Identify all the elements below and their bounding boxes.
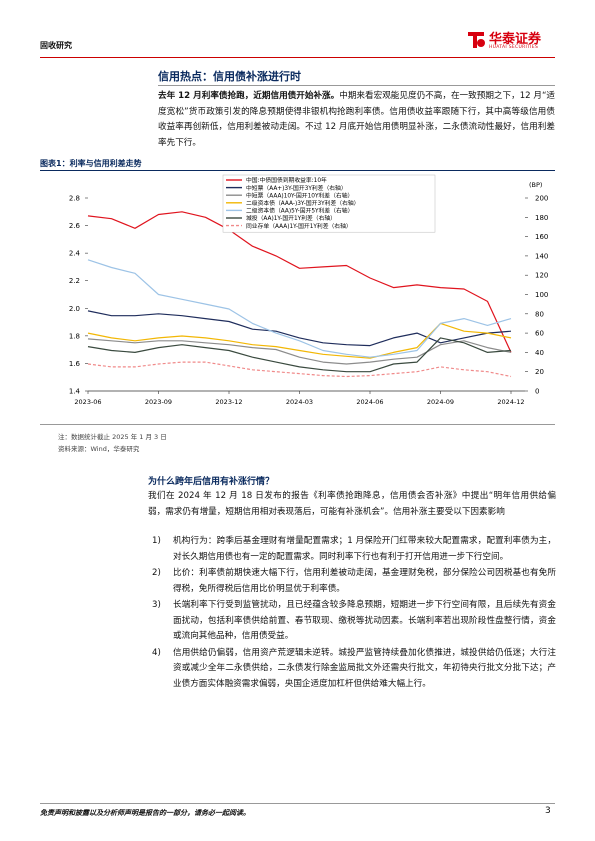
series-line	[87, 310, 512, 347]
page-number: 3	[545, 806, 551, 816]
y-tick-label: 2.8	[69, 195, 80, 203]
header-section: 固收研究	[40, 41, 72, 50]
item-text: 长端利率下行受到监管扰动，且已经蕴含较多降息预期，短期进一步下行空间有限，且后续…	[173, 600, 556, 641]
x-tick-label: 2023-12	[215, 398, 242, 406]
x-tick-label: 2023-09	[145, 398, 172, 406]
y-tick-label: 2.0	[69, 305, 80, 313]
list: 1) 机构行为：跨季后基金理财有增量配置需求；1 月保险开门红带来较大配置需求，配…	[148, 534, 556, 693]
legend-label: 二级资本债（AAA-)3Y-国开3Y利差（右轴）	[246, 199, 359, 207]
logo-en: HUATAI SECURITIES	[489, 45, 539, 50]
y-tick-label: 2.4	[69, 250, 81, 258]
y2-tick-label: 120	[535, 272, 548, 280]
list-item: 1) 机构行为：跨季后基金理财有增量配置需求；1 月保险开门红带来较大配置需求，配…	[148, 534, 556, 565]
y2-tick-label: 80	[535, 310, 544, 318]
disclaimer: 免责声明和披露以及分析师声明是报告的一部分，请务必一起阅读。	[40, 809, 250, 817]
list-item: 3) 长端利率下行受到监管扰动，且已经蕴含较多降息预期，短期进一步下行空间有限，且…	[148, 598, 556, 645]
item-number: 3)	[152, 600, 161, 610]
y2-tick-label: 140	[535, 252, 548, 260]
y2-tick-label: 40	[535, 349, 544, 357]
logo-icon	[468, 32, 485, 48]
figure-title: 图表1：利率与信用利差走势	[40, 159, 142, 168]
item-number: 1)	[152, 536, 161, 546]
y2-tick-label: 0	[535, 388, 539, 396]
x-tick-label: 2024-12	[497, 398, 524, 406]
y2-tick-label: 20	[535, 368, 544, 376]
list-item: 4) 信用供给仍偏弱，信用资产荒逻辑未逆转。城投严监管持续叠加化债推进，城投供给仍…	[148, 646, 556, 693]
legend-label: 同业存单（AAA)1Y-国开1Y利差（右轴）	[246, 222, 352, 230]
series-line	[87, 259, 512, 358]
item-text: 信用供给仍偏弱，信用资产荒逻辑未逆转。城投严监管持续叠加化债推进，城投供给仍低迷…	[173, 647, 556, 689]
legend-box	[222, 174, 436, 233]
item-text: 比价：利率债前期快速大幅下行，信用利差被动走阔，基金理财免税，部分保险公司因税基…	[173, 568, 556, 594]
item-number: 2)	[152, 568, 161, 578]
y2-axis-label: (BP)	[529, 181, 542, 189]
series-line	[87, 338, 512, 365]
y-tick-label: 2.6	[69, 222, 81, 230]
list-item: 2) 比价：利率债前期快速大幅下行，信用利差被动走阔，基金理财免税，部分保险公司因…	[148, 566, 556, 597]
section-title: 为什么跨年后信用有补涨行情？	[148, 477, 275, 487]
legend-label: 城投（AA)1Y-国开1Y利差（右轴）	[246, 214, 336, 222]
y-tick-label: 1.4	[69, 388, 81, 396]
series-line	[87, 361, 512, 378]
header-rule	[40, 57, 555, 58]
x-tick-label: 2024-09	[427, 398, 454, 406]
logo-cn: 华泰证券	[489, 32, 542, 47]
section-title: 信用热点：信用债补涨进行时	[158, 70, 301, 83]
footer-rule	[40, 803, 555, 804]
legend-label: 中短票（AA+)3Y-国开3Y利差（右轴）	[246, 184, 347, 192]
lead: 去年 12 月利率债抢跑，近期信用债开始补涨。	[158, 91, 340, 101]
y-tick-label: 1.6	[69, 360, 81, 368]
y2-tick-label: 100	[535, 291, 548, 299]
series-line	[87, 337, 512, 373]
source: 资料来源：Wind，华泰研究	[58, 445, 140, 453]
rule	[40, 170, 555, 171]
text: 中期来看宏观能见度仍不高，在一致预期之下，12 月“适度宽松”货币政策引发的降息…	[158, 91, 556, 148]
y2-tick-label: 60	[535, 330, 544, 338]
legend-label: 中国:中债国债到期收益率:10年	[246, 176, 327, 184]
y2-tick-label: 160	[535, 233, 548, 241]
legend-label: 中短票（AAA)10Y-国开10Y利差（右轴）	[246, 191, 353, 199]
paragraph: 我们在 2024 年 12 月 18 日发布的报告《利率债抢跑降息，信用债会否补…	[148, 491, 556, 517]
y2-tick-label: 200	[535, 195, 548, 203]
legend-label: 二级资本债（AA)5Y-国开5Y利差（右轴）	[246, 207, 353, 215]
x-tick-label: 2024-06	[356, 398, 383, 406]
series-line	[87, 211, 512, 353]
x-tick-label: 2024-03	[286, 398, 313, 406]
y2-tick-label: 180	[535, 214, 548, 222]
chart: 1.4 1.6 1.8 2.0 2.2 2.4 2.6 2.8 0 20 40 60 80 100 120 1…	[69, 174, 548, 406]
rule	[158, 85, 555, 86]
item-text: 机构行为：跨季后基金理财有增量配置需求；1 月保险开门红带来较大配置需求，配置利…	[173, 536, 556, 562]
item-number: 4)	[152, 647, 161, 658]
paragraph: 去年 12 月利率债抢跑，近期信用债开始补涨。中期来看宏观能见度仍不高，在一致预…	[158, 89, 555, 151]
y-tick-label: 1.8	[69, 332, 80, 340]
note: 注：数据统计截止 2025 年 1 月 3 日	[58, 433, 167, 441]
y-tick-label: 2.2	[69, 277, 80, 285]
x-tick-label: 2023-06	[74, 398, 101, 406]
rule	[40, 424, 555, 425]
